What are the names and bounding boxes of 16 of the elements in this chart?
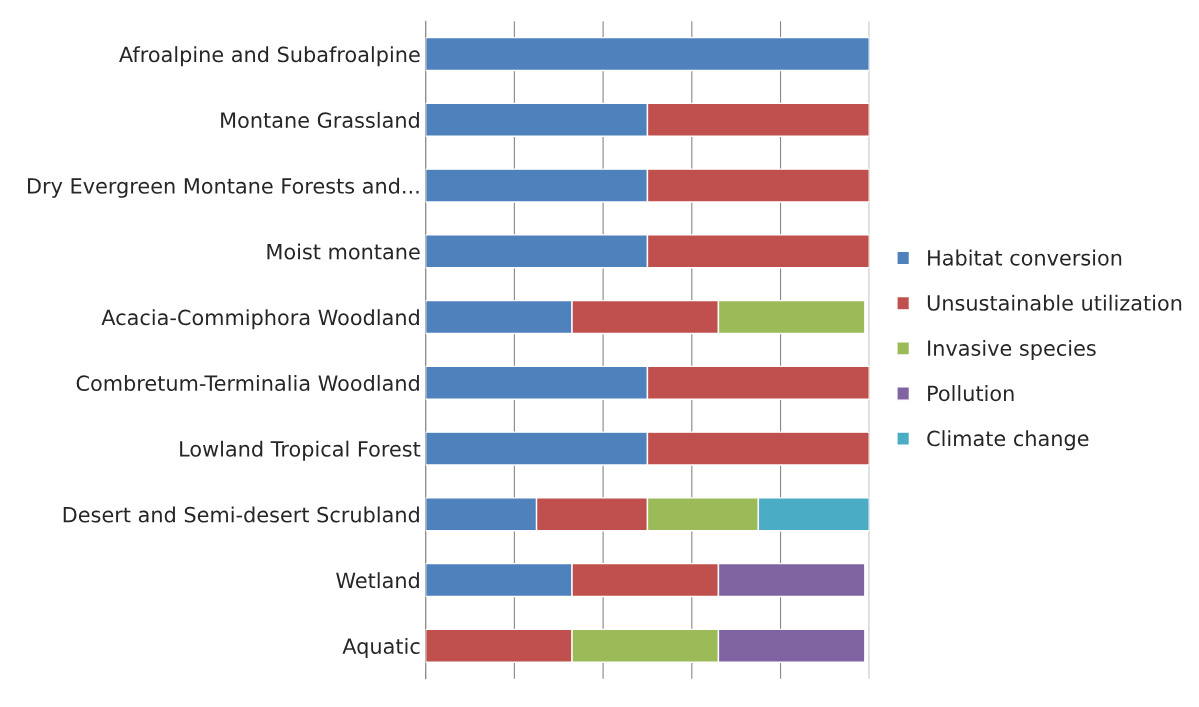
y-tick-label: Dry Evergreen Montane Forests and... [28,177,419,198]
legend-label: Invasive species [928,339,1096,361]
y-tick-label: Moist montane [267,243,420,260]
y-tick-label: Afroalpine and Subafroalpine [119,46,420,67]
y-tick-label: Acacia-Commiphora Woodland [101,309,419,330]
y-tick-label: Wetland [336,572,419,589]
legend-label: Pollution [928,385,1014,402]
legend-label: Unsustainable utilization [927,294,1182,311]
legend-label: Climate change [927,430,1089,451]
legend-label: Habitat conversion [928,249,1122,266]
y-tick-label: Montane Grassland [221,111,419,129]
bar [425,36,870,72]
y-tick-label: Aquatic [342,637,420,659]
y-tick-label: Combretum-Terminalia Woodland [76,374,419,392]
y-tick-label: Lowland Tropical Forest [180,440,421,461]
y-tick-label: Desert and Semi-desert Scrubland [63,506,419,523]
